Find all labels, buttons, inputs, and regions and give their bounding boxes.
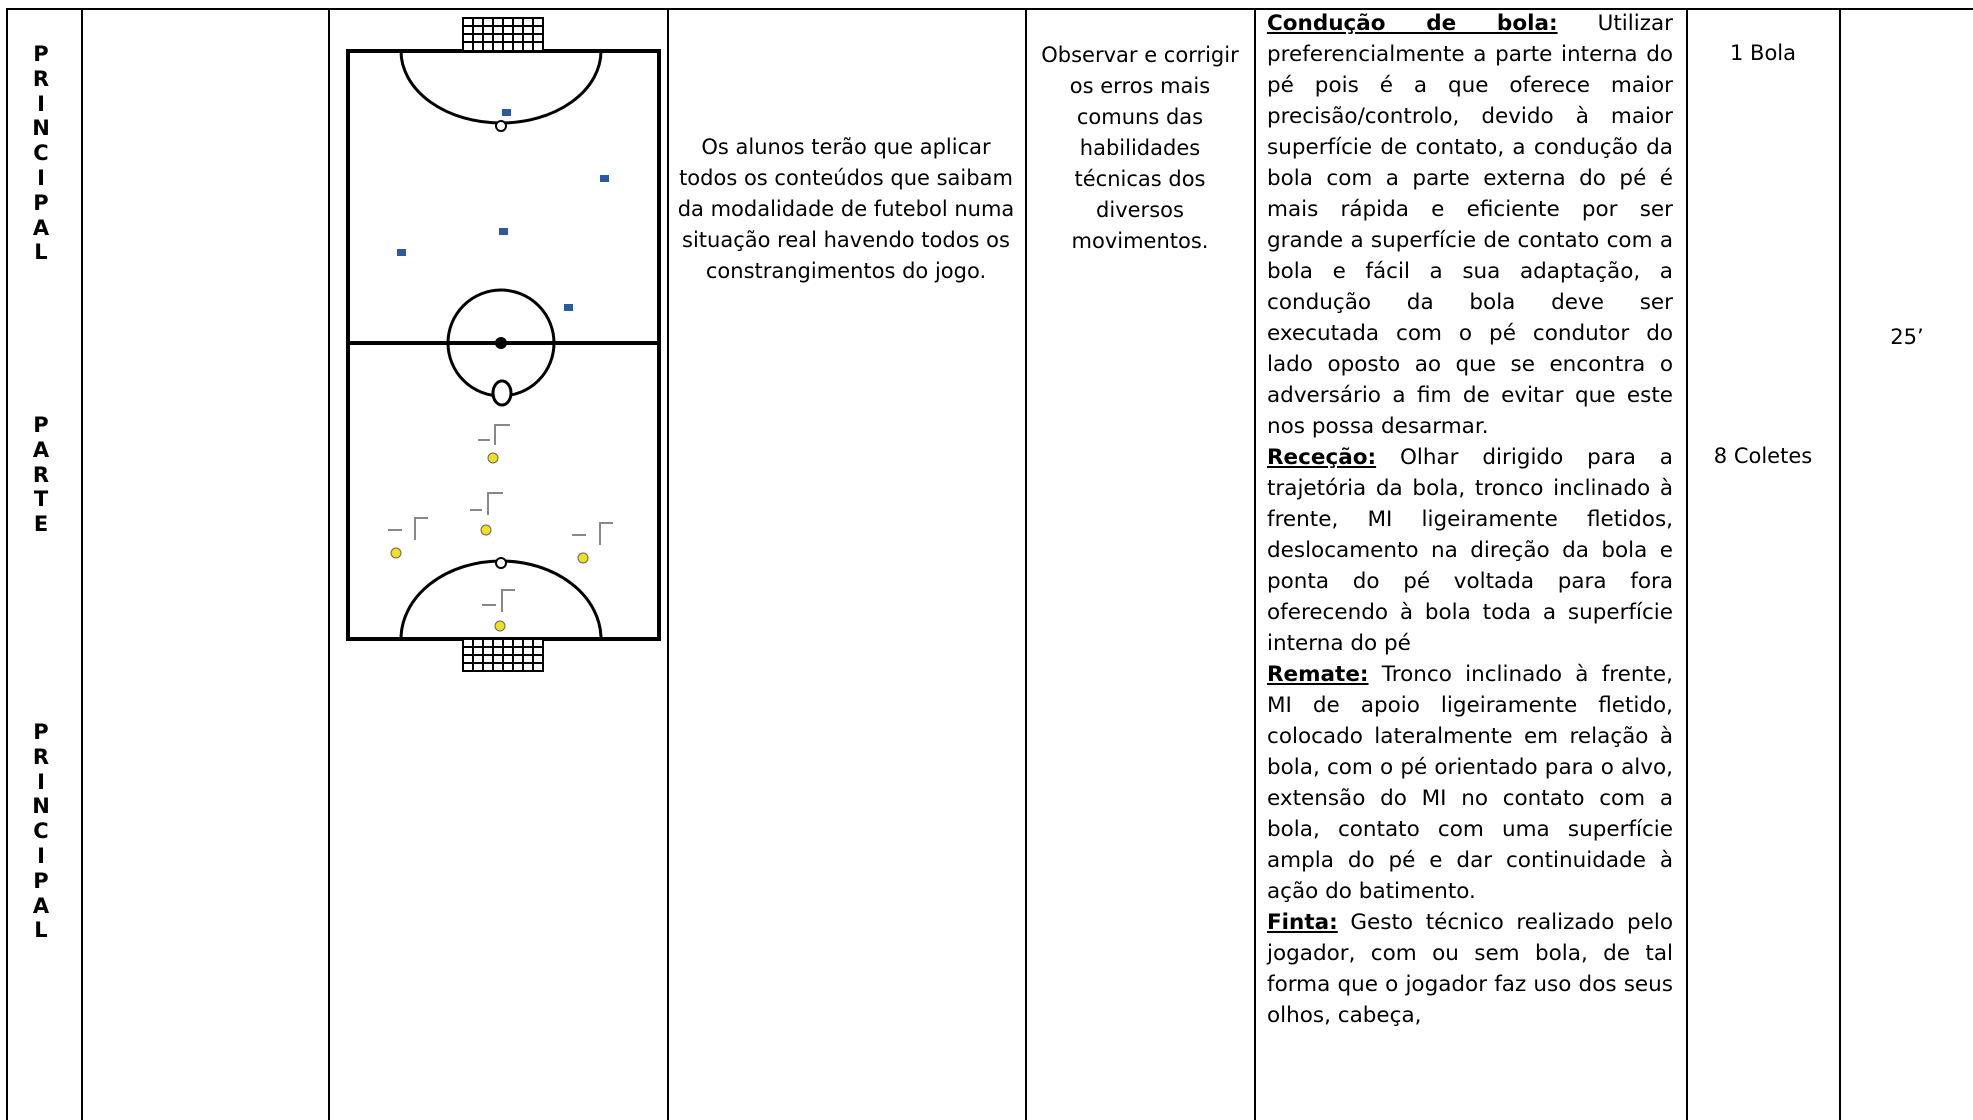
table-border [81,9,83,1120]
criterion-heading: Receção: [1267,445,1377,470]
criterion-heading: Finta: [1267,910,1338,935]
observation: Observar e corrigir os erros mais comuns… [1041,43,1239,253]
table-border [1686,9,1688,1120]
phase-label: PRINCIPAL [32,720,50,943]
table-border [667,9,669,1120]
criterion-text: Gesto técnico realizado pelo jogador, co… [1267,910,1673,1028]
objective: Os alunos terão que aplicar todos os con… [677,135,1015,283]
criterion: Finta: Gesto técnico realizado pelo joga… [1267,907,1673,1031]
table-border [1839,9,1841,1120]
table-border [328,9,330,1120]
table-border [1025,9,1027,1120]
material: 1 Bola [1730,41,1796,65]
criterion: Remate: Tronco inclinado à frente, MI de… [1267,659,1673,907]
table-border [6,9,8,1120]
criterion-text: Utilizar preferencialmente a parte inter… [1267,11,1673,439]
table-border [6,8,1973,10]
table-border [1254,9,1256,1120]
time: 25’ [1890,325,1924,349]
criterion-text: Tronco inclinado à frente, MI de apoio l… [1267,662,1673,904]
phase-label: PRINCIPAL [32,42,50,265]
criteria: Condução de bola: Utilizar preferencialm… [1267,8,1673,1031]
material: 8 Coletes [1713,444,1813,468]
criterion-heading: Remate: [1267,662,1369,687]
criterion: Condução de bola: Utilizar preferencialm… [1267,8,1673,442]
criterion-heading: Condução de bola: [1267,11,1558,36]
criterion: Receção: Olhar dirigido para a trajetóri… [1267,442,1673,659]
phase-label: PARTE [32,413,50,537]
criterion-text: Olhar dirigido para a trajetória da bola… [1267,445,1673,656]
